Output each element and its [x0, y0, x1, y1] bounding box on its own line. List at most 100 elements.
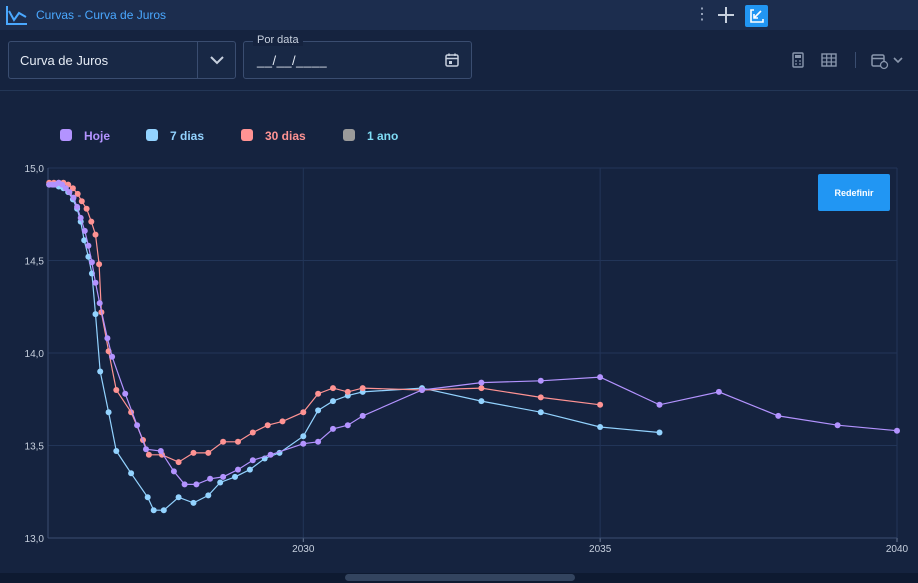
data-point [81, 237, 88, 244]
data-point [85, 242, 92, 249]
legend-swatch [343, 129, 355, 141]
data-point [235, 466, 241, 473]
data-point [96, 300, 103, 307]
data-point [235, 438, 241, 445]
data-point [160, 507, 167, 514]
grid-icon[interactable] [821, 52, 837, 68]
series-line-30-dias [49, 182, 601, 463]
calendar-icon[interactable] [444, 52, 460, 68]
data-point [330, 385, 336, 392]
toolbar-separator [855, 52, 856, 68]
data-point [92, 279, 99, 286]
data-point [105, 409, 112, 416]
legend-label: 7 dias [170, 129, 205, 143]
more-vertical-icon[interactable]: ⋮ [694, 6, 710, 23]
title-bar: Curvas - Curva de Juros ⋮ [0, 0, 918, 30]
data-point [597, 374, 604, 381]
data-point [83, 205, 90, 212]
data-point [478, 379, 485, 386]
data-point [109, 353, 116, 360]
data-point [279, 418, 286, 425]
data-point [175, 494, 182, 501]
data-point [62, 185, 69, 192]
y-tick-label: 15,0 [25, 164, 45, 175]
data-point [419, 387, 425, 393]
date-input[interactable]: __/__/____ [257, 53, 328, 68]
data-point [344, 422, 351, 429]
data-point [92, 231, 99, 238]
x-tick-label: 2040 [886, 544, 909, 555]
data-point [144, 494, 151, 501]
legend-label: Hoje [84, 129, 111, 143]
data-point [478, 398, 485, 405]
data-point [143, 446, 149, 453]
legend-label: 30 dias [265, 129, 306, 143]
data-point [69, 185, 76, 192]
scrollbar-thumb[interactable] [345, 574, 575, 581]
data-point [113, 387, 120, 393]
chevron-down-icon[interactable] [209, 54, 225, 66]
data-point [205, 449, 212, 456]
plus-icon[interactable] [716, 5, 736, 25]
data-point [217, 479, 224, 486]
y-tick-label: 14,0 [25, 349, 45, 360]
data-point [78, 198, 85, 205]
data-point [220, 438, 227, 445]
data-point [128, 470, 135, 477]
data-point [193, 481, 200, 488]
data-point [104, 335, 111, 342]
data-point [330, 398, 336, 405]
calculator-icon[interactable] [792, 52, 804, 68]
y-tick-label: 13,5 [25, 442, 45, 453]
curve-select[interactable]: Curva de Juros [8, 41, 236, 79]
data-point [537, 409, 544, 416]
reset-zoom-button[interactable]: Redefinir [818, 174, 890, 211]
popout-button[interactable] [745, 5, 768, 27]
data-point [70, 194, 77, 201]
x-tick-label: 2035 [589, 544, 612, 555]
data-point [220, 473, 227, 480]
yield-curve-chart[interactable]: 13,0 13,5 14,0 14,5 15,0 2030 2035 2040 [0, 150, 918, 570]
calendar-settings-icon[interactable] [871, 52, 905, 70]
data-point [74, 190, 81, 197]
data-point [170, 468, 177, 475]
toolbar: Curva de Juros Por data __/__/____ [0, 30, 918, 91]
data-point [315, 390, 322, 397]
select-divider [197, 42, 198, 78]
data-point [96, 261, 103, 268]
data-point [77, 214, 84, 221]
data-point [66, 189, 73, 196]
date-field[interactable]: Por data __/__/____ [243, 34, 472, 79]
window-title: Curvas - Curva de Juros [36, 8, 167, 22]
series-line-7-dias [49, 184, 660, 511]
data-point [207, 475, 214, 482]
date-field-label: Por data [253, 34, 303, 46]
y-tick-label: 14,5 [25, 257, 45, 268]
data-point [249, 457, 256, 464]
legend-swatch [241, 129, 253, 141]
data-point [597, 401, 604, 408]
data-point [300, 440, 307, 447]
data-point [656, 401, 663, 408]
data-point [113, 448, 120, 454]
data-point [330, 425, 336, 432]
x-tick-label: 2030 [292, 544, 315, 555]
data-point [92, 311, 99, 318]
data-point [537, 377, 544, 384]
data-point [315, 438, 322, 445]
data-point [88, 259, 95, 266]
data-point [81, 227, 88, 234]
data-point [715, 388, 722, 395]
data-point [246, 466, 253, 473]
data-point [894, 427, 900, 434]
popout-icon [750, 9, 764, 23]
data-point [478, 385, 485, 392]
data-point [190, 449, 197, 456]
data-point [190, 499, 197, 506]
data-point [597, 424, 604, 430]
data-point [264, 422, 271, 429]
data-point [145, 451, 152, 458]
data-point [267, 451, 274, 458]
data-point [834, 422, 841, 429]
legend-label: 1 ano [367, 129, 399, 143]
